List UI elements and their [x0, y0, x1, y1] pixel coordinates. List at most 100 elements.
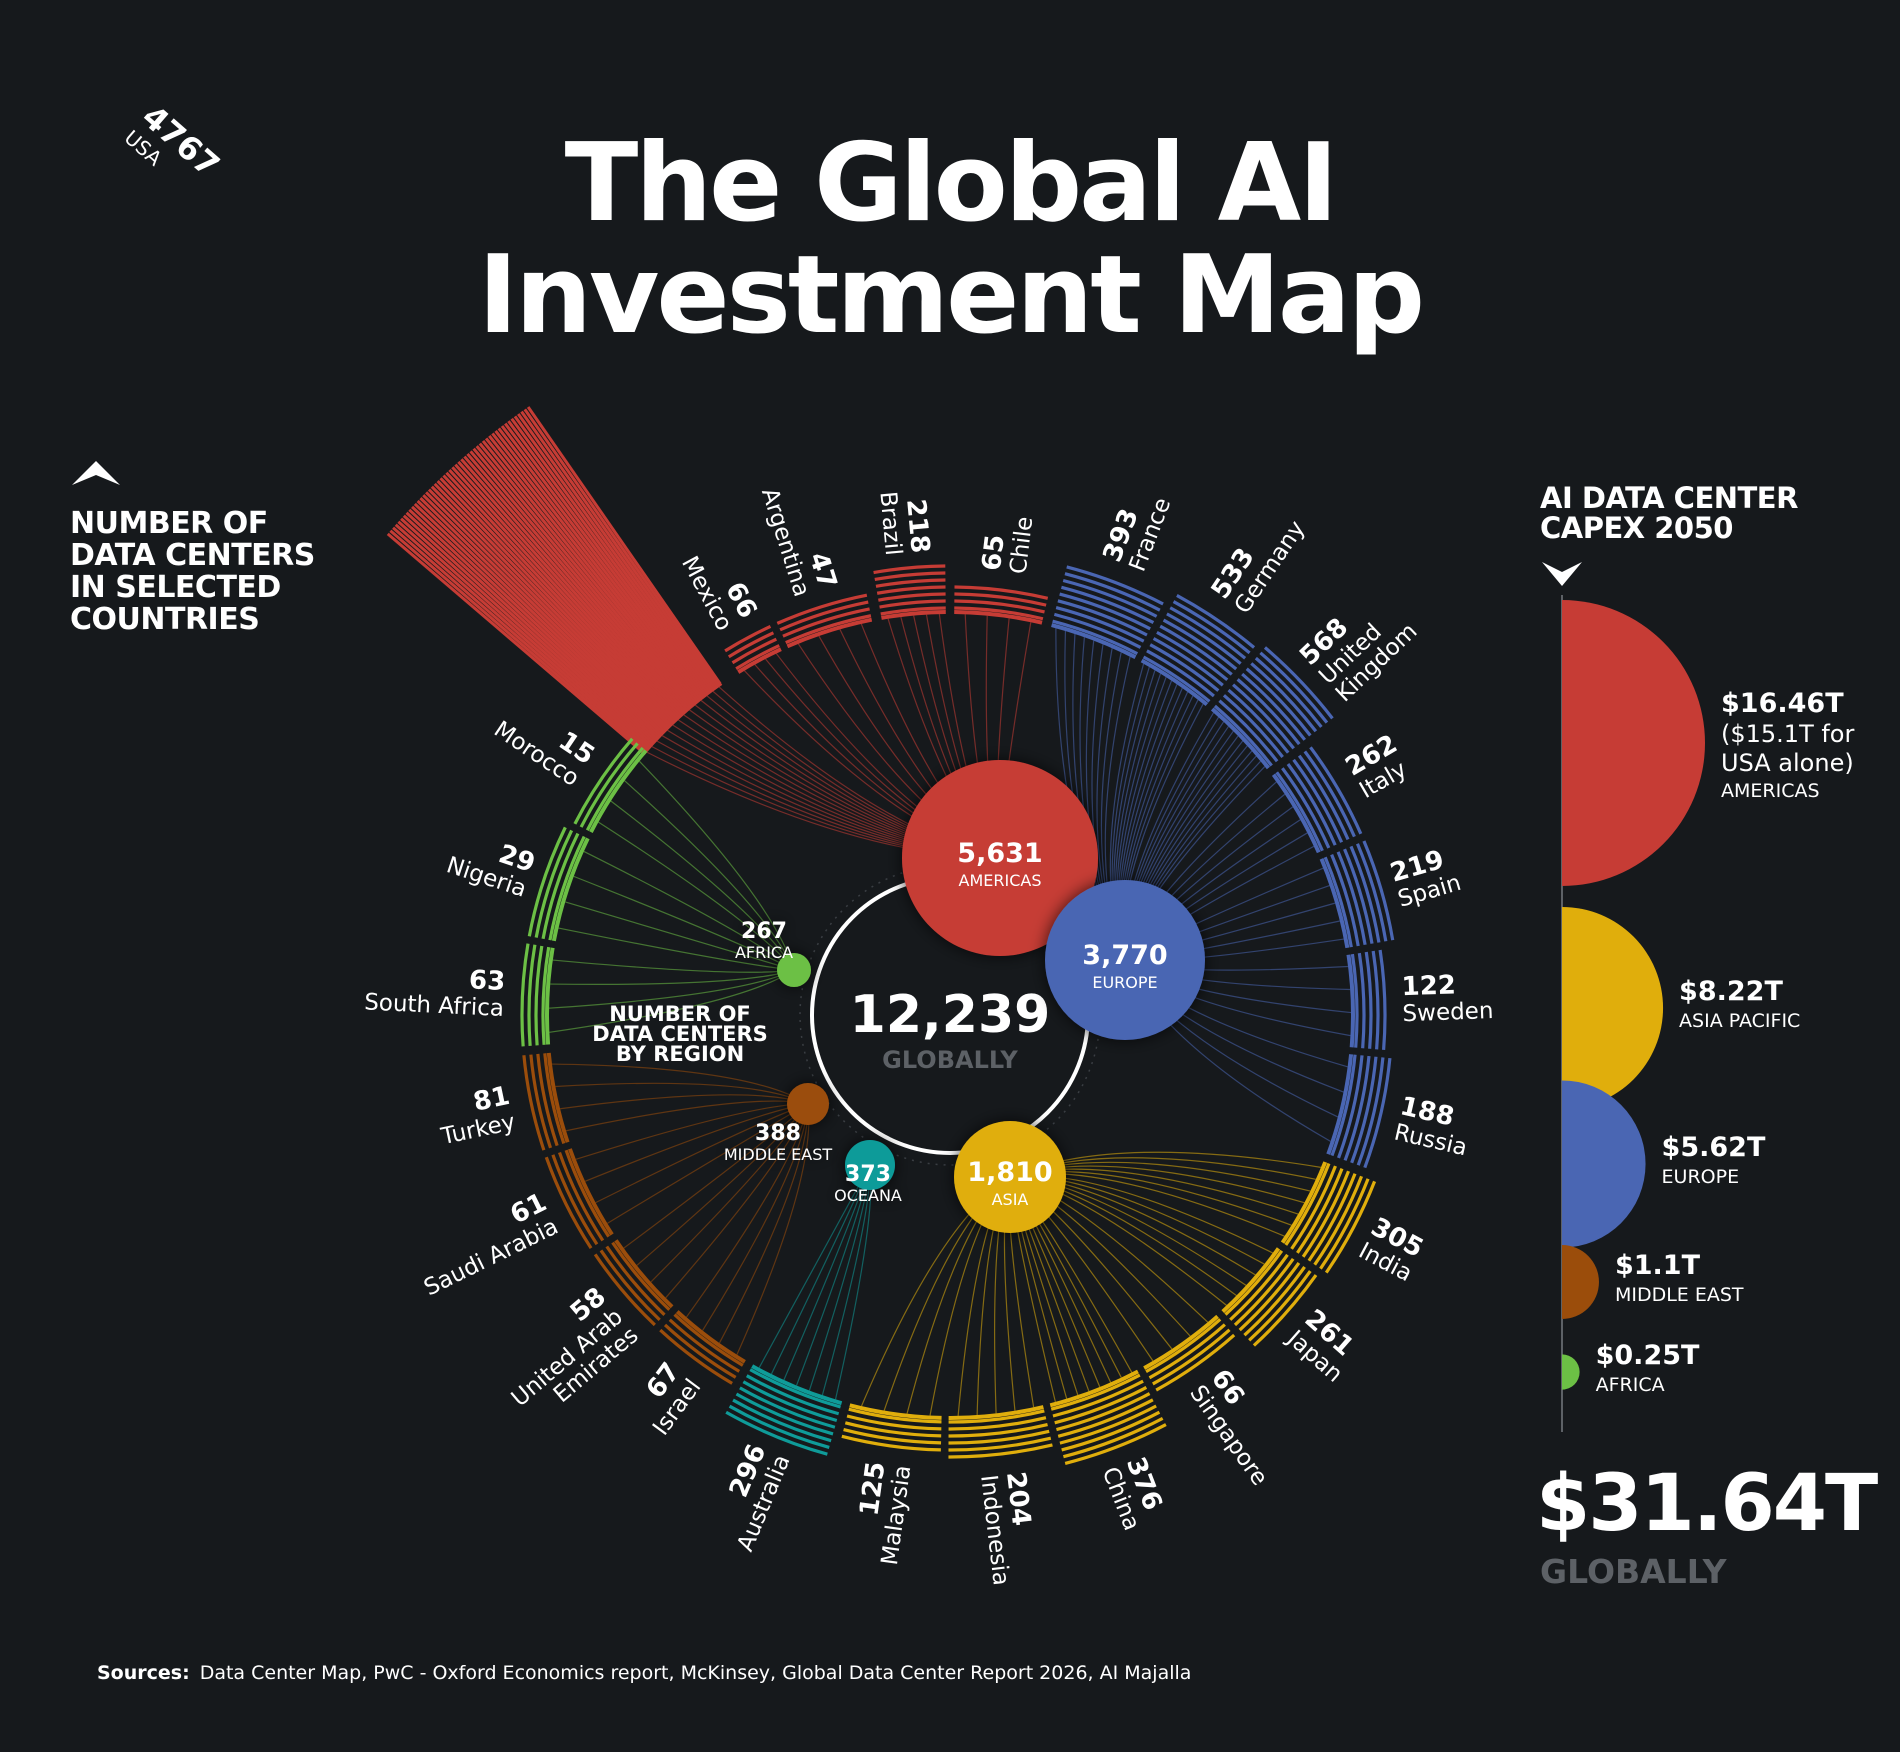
region-value: 373 — [845, 1162, 891, 1187]
value-label: 63 — [468, 965, 506, 997]
bar-israel — [659, 1310, 746, 1385]
value-label: 81 — [471, 1081, 513, 1118]
bar-stripe — [728, 1404, 830, 1450]
bar-stripe — [1166, 612, 1242, 665]
bar-india — [1280, 1161, 1377, 1274]
bar-base — [954, 610, 1043, 625]
bar-stripe — [534, 829, 574, 938]
bar-base — [1140, 658, 1209, 707]
bar-stripe — [1303, 750, 1356, 838]
bar-stripe — [1064, 572, 1161, 612]
bar-base — [567, 1148, 614, 1236]
countries-heading: NUMBER OF DATA CENTERS IN SELECTED COUNT… — [70, 506, 315, 637]
bar-stripe — [1159, 624, 1233, 676]
bar-stripe — [541, 946, 551, 1045]
bar-stripe — [1232, 683, 1295, 750]
bar-stripe — [1063, 1416, 1164, 1459]
bar-morocco — [573, 737, 648, 833]
usa-stripe — [425, 491, 666, 732]
bar-stripe — [1250, 662, 1318, 733]
bar-base — [881, 610, 946, 620]
bar-turkey — [522, 1052, 570, 1151]
usa-stripe — [454, 463, 682, 717]
bubble-shape — [954, 1121, 1066, 1233]
bar-stripe — [605, 1245, 666, 1316]
thread-morocco — [624, 780, 795, 971]
usa-stripe — [392, 526, 648, 751]
bar-stripe — [551, 1154, 599, 1246]
usa-stripe — [411, 505, 659, 740]
bar-base — [737, 647, 782, 674]
usa-stripe — [457, 460, 684, 715]
usa-stripe — [460, 458, 686, 714]
bar-chile — [954, 585, 1049, 625]
bar-mexico — [724, 625, 782, 674]
bar-base — [751, 1364, 843, 1406]
usa-stripe — [439, 477, 674, 724]
bar-stripe — [1156, 630, 1229, 682]
bubble-shape — [777, 953, 811, 987]
usa-stripe — [448, 469, 679, 720]
sources-text: Data Center Map, PwC - Oxford Economics … — [199, 1662, 1192, 1684]
region-name: ASIA — [992, 1190, 1029, 1209]
bar-stripe — [1054, 1385, 1148, 1425]
bar-sweden — [1346, 949, 1387, 1051]
bar-stripe — [1059, 592, 1151, 631]
bar-stripe — [782, 607, 870, 638]
bar-stripe — [1061, 1410, 1161, 1452]
bar-stripe — [776, 593, 868, 625]
sources-label: Sources: — [97, 1662, 190, 1684]
bar-stripe — [522, 1055, 546, 1151]
bar-stripe — [1343, 1055, 1371, 1161]
bar-stripe — [1066, 565, 1164, 606]
bar-stripe — [1263, 646, 1334, 720]
bar-stripe — [599, 1249, 661, 1322]
usa-stripe — [491, 432, 702, 700]
usa-stripe — [422, 494, 665, 734]
bar-stripe — [1062, 578, 1158, 618]
usa-stripe — [397, 520, 651, 748]
bar-stripe — [1371, 950, 1380, 1050]
bar-stripe — [735, 644, 780, 671]
bar-stripe — [1169, 606, 1247, 660]
region-value: 3,770 — [1082, 940, 1167, 971]
bar-base — [1326, 1054, 1354, 1155]
bar-stripe — [1297, 754, 1350, 841]
capex-region: AMERICAS — [1721, 780, 1820, 802]
bar-stripe — [1309, 746, 1363, 835]
bar-stripe — [1229, 1253, 1289, 1321]
capex-total-value: $31.64T — [1536, 1459, 1878, 1549]
bar-stripe — [1364, 951, 1373, 1049]
bar-stripe — [749, 1368, 841, 1409]
bubble-europe: 3,770 EUROPE — [1045, 880, 1205, 1040]
bar-stripe — [878, 592, 946, 602]
bar-stripe — [1349, 845, 1381, 943]
sources: Sources: Data Center Map, PwC - Oxford Ec… — [97, 1662, 1191, 1684]
bar-japan — [1221, 1247, 1318, 1347]
bar-stripe — [1213, 704, 1273, 767]
usa-stripe — [520, 410, 718, 688]
bar-stripe — [1292, 758, 1344, 843]
title-line-2: Investment Map — [477, 233, 1425, 358]
capex-region: AFRICA — [1595, 1374, 1665, 1396]
bar-stripe — [1350, 953, 1359, 1048]
bar-stripe — [732, 1398, 832, 1443]
bar-stripe — [585, 746, 645, 831]
bar-stripe — [659, 1328, 733, 1385]
down-arrow-icon — [1542, 562, 1582, 586]
bar-stripe — [1155, 1333, 1236, 1392]
bar-stripe — [1057, 1398, 1154, 1438]
capex-semicircle-middle-east — [1562, 1245, 1599, 1319]
bar-stripe — [873, 564, 946, 575]
bar-stripe — [1224, 1249, 1284, 1316]
bar-stripe — [1357, 952, 1366, 1049]
